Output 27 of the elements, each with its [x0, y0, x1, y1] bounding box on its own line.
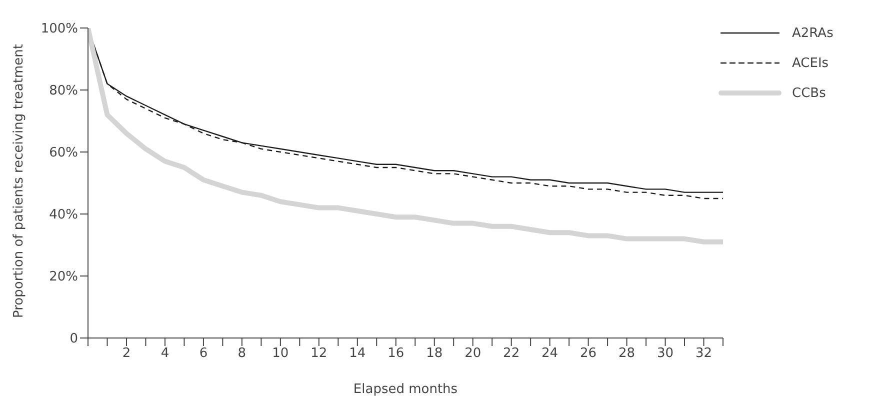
legend-label: A2RAs [792, 26, 834, 40]
legend-label: CCBs [792, 86, 826, 100]
legend-label: ACEIs [792, 56, 829, 70]
x-tick-label: 16 [388, 346, 404, 362]
x-tick-label: 14 [349, 346, 366, 362]
x-tick-label: 4 [160, 346, 170, 362]
y-tick-label: 40% [49, 208, 78, 223]
x-tick-label: 24 [542, 346, 558, 362]
y-tick-label: 20% [49, 270, 78, 285]
y-tick-label: 0 [70, 332, 78, 347]
x-tick-label: 20 [464, 346, 482, 362]
y-tick-label: 80% [49, 84, 78, 99]
x-tick-label: 2 [122, 346, 131, 362]
y-tick-label: 100% [40, 22, 78, 37]
y-axis-title: Proportion of patients receiving treatment [12, 44, 27, 318]
x-axis-title: Elapsed months [353, 382, 458, 397]
x-tick-label: 26 [580, 346, 597, 362]
x-tick-label: 18 [426, 346, 443, 362]
x-tick-label: 28 [618, 346, 636, 362]
x-tick-label: 6 [199, 346, 208, 362]
x-tick-label: 8 [238, 346, 246, 362]
x-tick-label: 22 [503, 346, 520, 362]
x-tick-label: 30 [657, 346, 674, 362]
y-tick-label: 60% [49, 146, 78, 161]
x-tick-label: 32 [695, 346, 712, 362]
x-tick-label: 12 [310, 346, 328, 362]
x-tick-label: 10 [272, 346, 289, 362]
